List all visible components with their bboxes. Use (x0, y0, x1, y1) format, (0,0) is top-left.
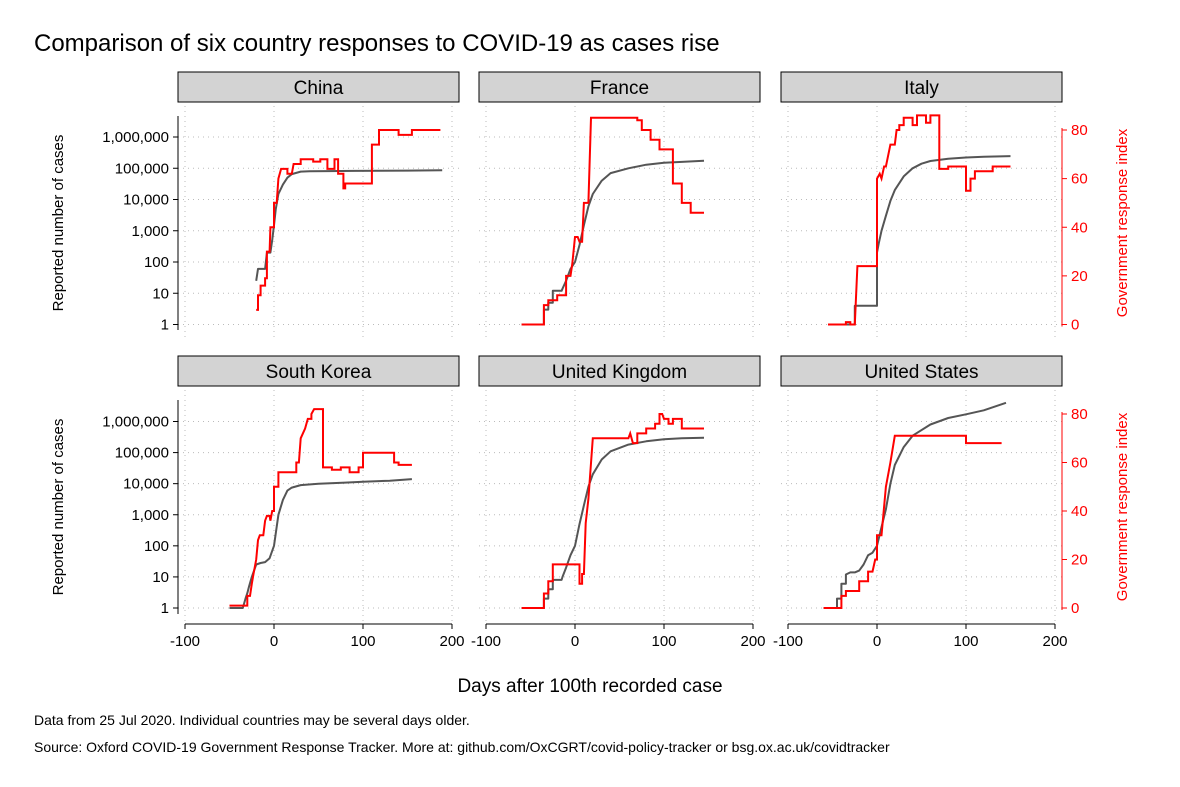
panel-united-states: United States 0 20 40 60 80 Government respons… (773, 355, 1131, 650)
x-tick-label: 0 (873, 633, 881, 650)
right-y-tick-label: 40 (1071, 503, 1088, 520)
facet-strip (478, 71, 761, 103)
facet-strip (478, 355, 761, 387)
panel-france: France (478, 71, 761, 340)
x-tick-label: -100 (773, 633, 803, 650)
x-tick-label: 200 (740, 633, 765, 650)
facet-strip (177, 355, 460, 387)
left-y-tick-label: 1 (161, 600, 169, 617)
x-tick-label: 0 (571, 633, 579, 650)
response-index-series-line (256, 129, 441, 311)
right-y-tick-label: 80 (1071, 406, 1088, 423)
left-y-tick-label: 10 (152, 569, 169, 586)
response-index-series-line (521, 413, 704, 609)
right-y-tick-label: 60 (1071, 171, 1088, 188)
response-index-series-line (828, 114, 1011, 326)
x-tick-label: -100 (471, 633, 501, 650)
facet-label: Italy (904, 78, 939, 99)
left-y-axis-title: Reported number of cases (50, 419, 67, 596)
panel-china: China 1 10 100 1,000 10,000 100,000 1,000,000 Re… (50, 71, 460, 340)
x-tick-label: 0 (270, 633, 278, 650)
x-axis-label: Days after 100th recorded case (457, 676, 723, 697)
left-y-tick-label: 1,000,000 (102, 129, 169, 146)
x-tick-label: -100 (170, 633, 200, 650)
right-y-tick-label: 40 (1071, 219, 1088, 236)
data-date-note: Data from 25 Jul 2020. Individual countr… (34, 712, 470, 728)
left-y-tick-label: 100,000 (115, 445, 169, 462)
left-y-tick-label: 100,000 (115, 160, 169, 177)
left-y-tick-label: 10,000 (123, 476, 169, 493)
left-y-tick-label: 10 (152, 285, 169, 302)
right-y-tick-label: 60 (1071, 455, 1088, 472)
chart-title: Comparison of six country responses to C… (34, 30, 720, 57)
left-y-tick-label: 100 (144, 538, 169, 555)
x-tick-label: 100 (651, 633, 676, 650)
left-y-tick-label: 10,000 (123, 192, 169, 209)
right-y-tick-label: 80 (1071, 122, 1088, 139)
right-y-tick-label: 0 (1071, 317, 1079, 334)
facet-label: South Korea (266, 362, 372, 383)
left-y-tick-label: 100 (144, 254, 169, 271)
facet-label: France (590, 78, 649, 99)
cases-series-line (229, 478, 412, 609)
right-y-tick-label: 20 (1071, 552, 1088, 569)
source-note: Source: Oxford COVID-19 Government Respo… (34, 739, 890, 755)
left-y-tick-label: 1 (161, 317, 169, 334)
facet-label: United Kingdom (552, 362, 687, 383)
left-y-axis-title: Reported number of cases (50, 135, 67, 312)
x-tick-label: 100 (350, 633, 375, 650)
response-index-series-line (823, 434, 1002, 609)
panel-united-kingdom: United Kingdom -100 0 100 200 (471, 355, 766, 650)
left-y-tick-label: 1,000 (131, 223, 169, 240)
cases-series-line (255, 169, 443, 281)
left-y-tick-label: 1,000 (131, 507, 169, 524)
cases-series-line (823, 401, 1007, 609)
right-y-axis-title: Government response index (1114, 128, 1131, 317)
x-tick-label: 100 (953, 633, 978, 650)
x-tick-label: 200 (439, 633, 464, 650)
facet-label: China (294, 78, 344, 99)
right-y-axis-title: Government response index (1114, 412, 1131, 601)
x-tick-label: 200 (1042, 633, 1067, 650)
right-y-tick-label: 0 (1071, 600, 1079, 617)
facet-label: United States (864, 362, 978, 383)
right-y-tick-label: 20 (1071, 268, 1088, 285)
facet-strip (780, 355, 1063, 387)
panel-italy: Italy 0 20 40 60 80 Government response index (780, 71, 1131, 340)
left-y-tick-label: 1,000,000 (102, 414, 169, 431)
panel-south-korea: South Korea 1 10 100 1,000 10,000 100,000 1,000… (50, 355, 465, 650)
response-index-series-line (521, 116, 704, 326)
response-index-series-line (229, 408, 412, 607)
facet-strip (177, 71, 460, 103)
facet-strip (780, 71, 1063, 103)
